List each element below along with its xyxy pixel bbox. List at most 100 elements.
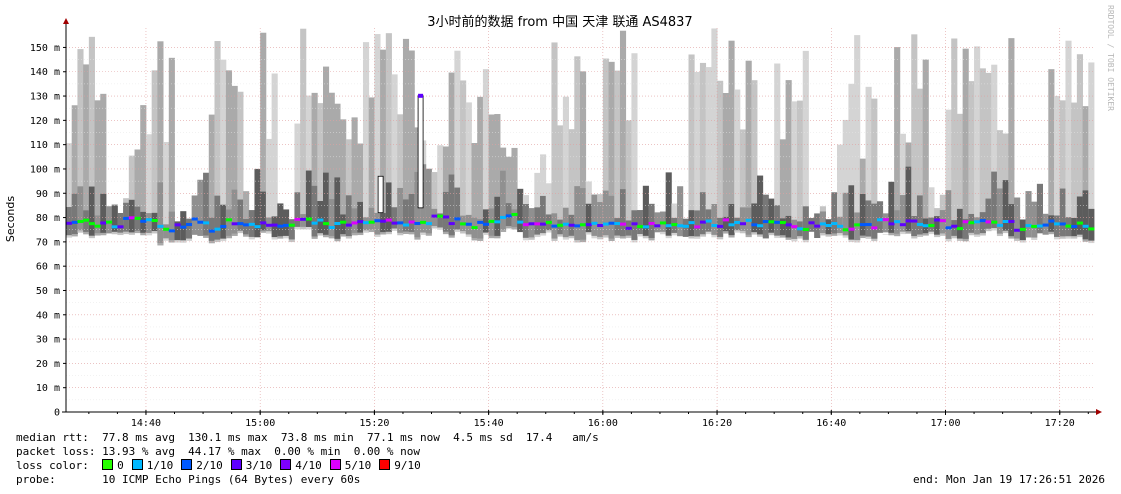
loss-color-swatch <box>329 459 341 470</box>
smoke-bar <box>625 120 632 239</box>
median-rtt-segment <box>1071 224 1078 228</box>
median-rtt-segment <box>905 219 912 223</box>
smoke-core <box>402 199 410 232</box>
smoke-core <box>105 206 113 234</box>
smoke-core <box>751 203 758 233</box>
y-tick-label: 150 m <box>30 43 60 54</box>
smoke-bar <box>380 49 387 235</box>
median-rtt-segment <box>522 223 529 227</box>
median-rtt-segment <box>939 219 946 223</box>
smoke-core <box>1088 208 1095 241</box>
smoke-core <box>174 221 181 241</box>
smoke-bar <box>340 119 347 237</box>
smoke-core <box>677 186 684 237</box>
smoke-core <box>168 211 175 241</box>
median-rtt-segment <box>631 222 638 226</box>
median-rtt-segment <box>614 222 621 226</box>
median-rtt-segment <box>557 223 564 227</box>
smoke-bar <box>722 93 729 234</box>
smoke-core <box>225 209 233 236</box>
smoke-bar <box>220 59 227 242</box>
median-rtt-segment <box>562 222 569 226</box>
smoke-bar <box>151 70 158 234</box>
loss-color-swatch <box>102 459 114 470</box>
median-rtt-segment <box>625 226 632 230</box>
smoke-bar <box>402 38 410 234</box>
smoke-bar <box>854 35 861 243</box>
median-rtt-segment <box>500 215 507 219</box>
median-rtt-segment <box>979 219 986 223</box>
smoke-bar <box>699 62 707 237</box>
median-rtt-segment <box>882 218 889 222</box>
smoke-bar <box>1076 54 1083 238</box>
smoke-bar <box>511 147 518 230</box>
smoke-bar <box>163 141 170 241</box>
median-rtt-segment <box>774 220 781 224</box>
median-rtt-segment <box>1025 224 1032 228</box>
smoke-core <box>117 212 124 233</box>
smoke-core <box>340 214 347 235</box>
median-rtt-segment <box>83 218 90 222</box>
median-rtt-segment <box>362 221 370 225</box>
median-rtt-segment <box>951 224 958 228</box>
smoke-core <box>762 194 769 239</box>
loss-color-item: 5/10 <box>329 459 372 472</box>
median-rtt-segment <box>728 223 735 227</box>
median-rtt-segment <box>225 218 233 222</box>
smoke-core <box>876 201 884 233</box>
smoke-core <box>574 186 581 241</box>
smoke-bar <box>311 92 318 239</box>
loss-color-swatch <box>181 459 193 470</box>
median-rtt-segment <box>317 218 324 222</box>
smoke-core <box>831 192 838 234</box>
smoke-core <box>956 208 964 239</box>
median-rtt-segment <box>66 221 73 225</box>
y-tick-label: 30 m <box>36 335 60 346</box>
smoke-core <box>1036 183 1043 234</box>
loss-color-item-label: 5/10 <box>344 459 372 472</box>
smoke-core <box>580 188 587 240</box>
median-rtt-segment <box>894 220 901 224</box>
median-rtt-segment <box>1036 224 1043 228</box>
smoke-bar <box>323 66 330 238</box>
smoke-bar <box>711 28 718 238</box>
median-rtt-segment <box>197 220 204 224</box>
median-rtt-segment <box>888 222 895 226</box>
median-rtt-segment <box>311 221 318 225</box>
smoke-core <box>323 172 330 235</box>
smoke-bar <box>545 183 552 233</box>
smoke-core <box>368 207 375 230</box>
median-rtt-segment <box>797 227 804 231</box>
smoke-core <box>859 194 866 236</box>
median-rtt-segment <box>928 223 935 227</box>
smoke-bar <box>157 41 164 246</box>
smoke-bar <box>174 238 181 243</box>
smoke-core <box>448 174 455 236</box>
smoke-layer <box>66 28 1095 246</box>
median-rtt-segment <box>962 220 969 224</box>
smoke-core <box>642 185 649 236</box>
median-rtt-segment <box>220 224 227 228</box>
median-rtt-segment <box>922 224 929 228</box>
median-rtt-segment <box>1088 227 1095 231</box>
median-rtt-segment <box>1042 223 1049 227</box>
smoke-bar <box>557 125 564 237</box>
smoke-core <box>1059 188 1066 237</box>
smoke-core <box>996 188 1004 234</box>
smoke-bar <box>602 58 609 238</box>
median-rtt-segment <box>94 224 101 228</box>
smoke-bar <box>391 74 398 231</box>
y-tick-label: 80 m <box>36 213 60 224</box>
smoke-core <box>100 193 107 233</box>
max-rtt-spike <box>417 95 424 209</box>
smoke-bar <box>871 98 878 242</box>
smoke-core <box>128 199 135 233</box>
median-rtt-segment <box>100 221 107 225</box>
smoke-core <box>637 210 644 235</box>
median-rtt-segment <box>243 223 250 227</box>
y-tick-label: 110 m <box>30 140 60 151</box>
smoke-core <box>585 203 592 233</box>
smoke-core <box>802 206 809 240</box>
y-axis-arrow <box>63 18 69 24</box>
smoke-bar <box>265 138 272 234</box>
